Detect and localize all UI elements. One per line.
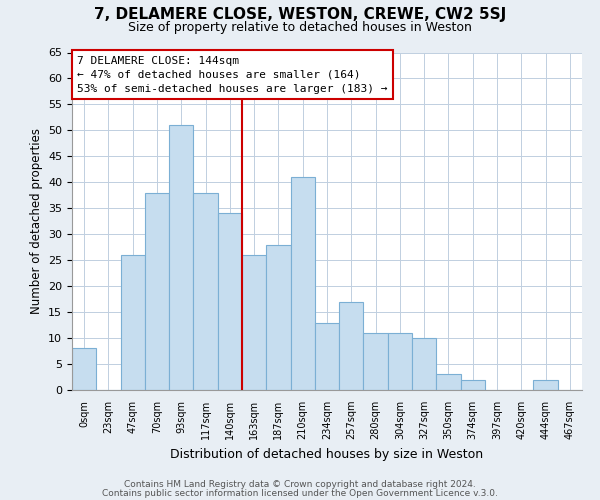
Bar	[290, 177, 315, 390]
Bar	[266, 244, 290, 390]
Bar	[461, 380, 485, 390]
Text: 7, DELAMERE CLOSE, WESTON, CREWE, CW2 5SJ: 7, DELAMERE CLOSE, WESTON, CREWE, CW2 5S…	[94, 8, 506, 22]
Bar	[412, 338, 436, 390]
Bar	[388, 333, 412, 390]
Text: Contains public sector information licensed under the Open Government Licence v.: Contains public sector information licen…	[102, 488, 498, 498]
Bar	[145, 192, 169, 390]
X-axis label: Distribution of detached houses by size in Weston: Distribution of detached houses by size …	[170, 448, 484, 460]
Bar	[315, 322, 339, 390]
Text: Contains HM Land Registry data © Crown copyright and database right 2024.: Contains HM Land Registry data © Crown c…	[124, 480, 476, 489]
Bar	[339, 302, 364, 390]
Bar	[218, 214, 242, 390]
Bar	[72, 348, 96, 390]
Text: 7 DELAMERE CLOSE: 144sqm
← 47% of detached houses are smaller (164)
53% of semi-: 7 DELAMERE CLOSE: 144sqm ← 47% of detach…	[77, 56, 388, 94]
Bar	[242, 255, 266, 390]
Bar	[364, 333, 388, 390]
Bar	[193, 192, 218, 390]
Bar	[436, 374, 461, 390]
Bar	[121, 255, 145, 390]
Y-axis label: Number of detached properties: Number of detached properties	[29, 128, 43, 314]
Text: Size of property relative to detached houses in Weston: Size of property relative to detached ho…	[128, 21, 472, 34]
Bar	[533, 380, 558, 390]
Bar	[169, 125, 193, 390]
